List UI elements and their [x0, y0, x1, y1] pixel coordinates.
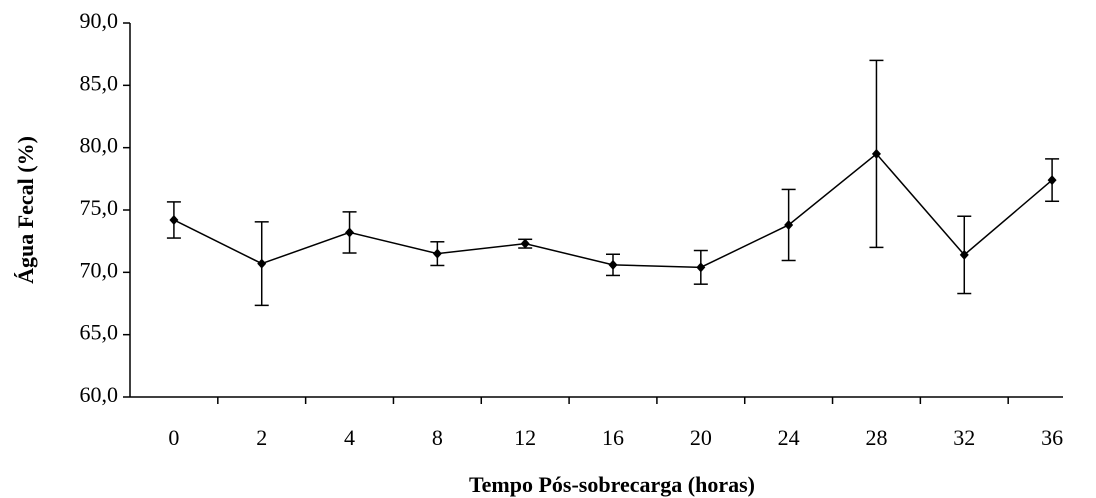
marker: [169, 214, 179, 225]
y-axis-title: Água Fecal (%): [13, 136, 38, 284]
y-tick-label: 70,0: [80, 257, 119, 282]
x-axis-title: Tempo Pós-sobrecarga (horas): [469, 472, 755, 497]
y-tick-label: 85,0: [80, 70, 119, 95]
y-tick-label: 65,0: [80, 320, 119, 345]
y-tick-label: 90,0: [80, 8, 119, 33]
x-tick-label: 32: [953, 425, 975, 450]
x-tick-label: 2: [256, 425, 267, 450]
marker: [608, 259, 618, 270]
x-tick-label: 24: [778, 425, 800, 450]
x-tick-label: 36: [1041, 425, 1063, 450]
x-tick-label: 0: [168, 425, 179, 450]
y-tick-label: 60,0: [80, 382, 119, 407]
marker: [784, 219, 794, 230]
x-tick-label: 8: [432, 425, 443, 450]
marker: [345, 227, 355, 238]
x-tick-label: 28: [865, 425, 887, 450]
marker: [1047, 175, 1057, 186]
x-tick-label: 20: [690, 425, 712, 450]
marker: [959, 249, 969, 260]
marker: [432, 248, 442, 259]
line: [173, 152, 1053, 269]
x-tick-label: 16: [602, 425, 624, 450]
marker: [871, 148, 881, 159]
marker: [520, 238, 530, 249]
x-tick-label: 4: [344, 425, 355, 450]
marker: [257, 258, 267, 269]
marker: [696, 262, 706, 273]
y-tick-label: 75,0: [80, 195, 119, 220]
y-tick-label: 80,0: [80, 133, 119, 158]
x-tick-label: 12: [514, 425, 536, 450]
